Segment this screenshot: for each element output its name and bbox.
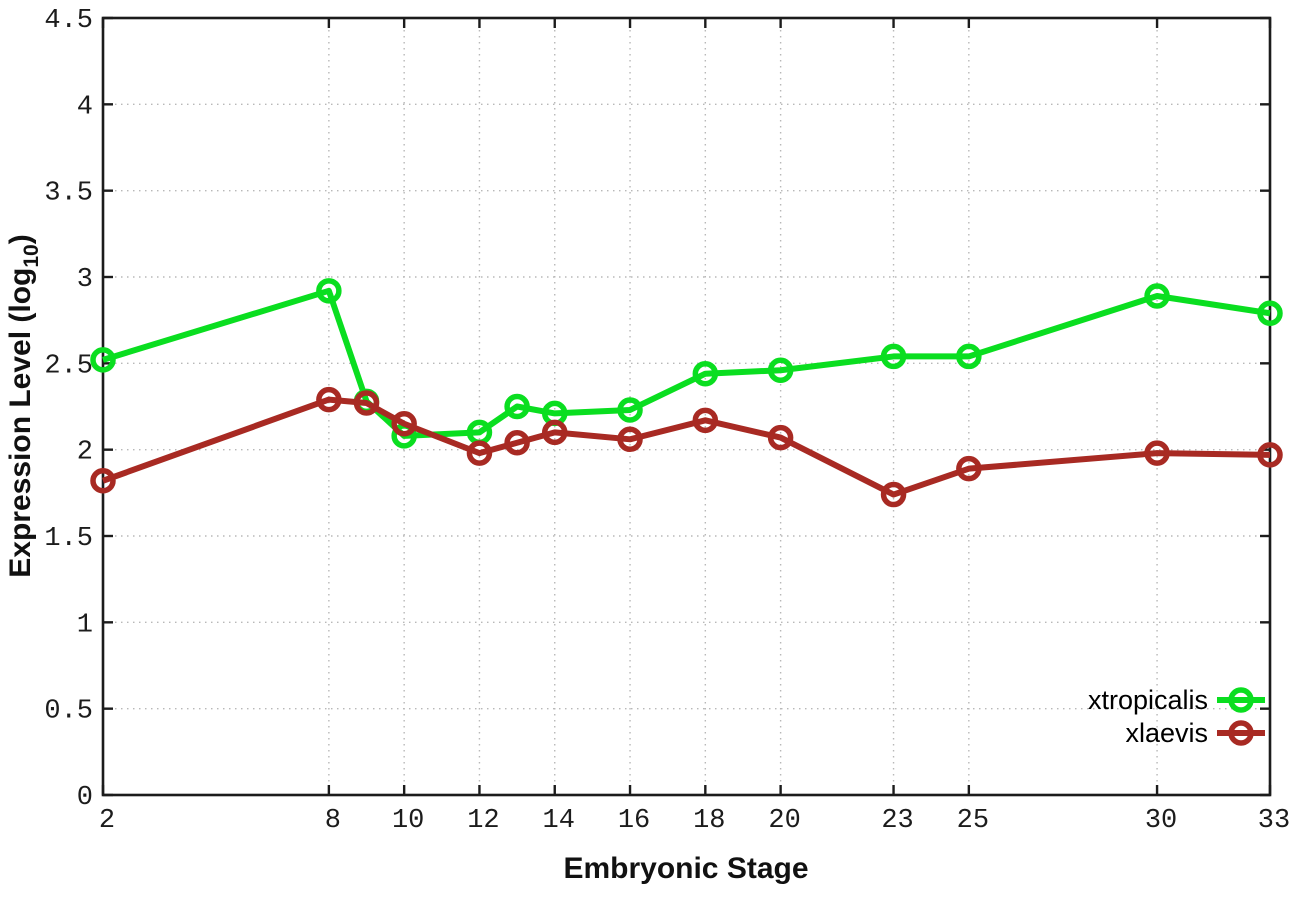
legend-sample-marker-xtropicalis <box>1228 687 1254 713</box>
data-point <box>617 397 643 423</box>
legend-entry-xtropicalis: xtropicalis <box>1088 685 1208 715</box>
y-tick-label: 2 <box>77 438 93 468</box>
data-point <box>880 481 907 508</box>
data-point <box>956 455 982 482</box>
data-point <box>353 390 380 416</box>
x-tick-label: 33 <box>1258 806 1290 836</box>
x-tick-label: 23 <box>881 806 913 836</box>
data-series <box>90 278 1283 508</box>
data-point <box>316 278 342 304</box>
data-point <box>541 419 568 446</box>
data-point <box>1257 300 1283 327</box>
plot-frame <box>101 16 1272 797</box>
data-point <box>1257 442 1283 468</box>
x-tick-label: 8 <box>325 806 341 836</box>
legend-marker-samples <box>1217 687 1265 746</box>
data-point <box>504 393 530 420</box>
y-axis-title: Expression Level (log10) <box>4 234 43 577</box>
data-point <box>1144 440 1170 466</box>
x-tick-label: 16 <box>618 806 650 836</box>
x-tick-label: 10 <box>392 806 424 836</box>
data-point <box>504 430 530 456</box>
legend-entry-xlaevis: xlaevis <box>1125 718 1208 748</box>
data-point <box>692 360 719 387</box>
x-tick-label: 30 <box>1145 806 1177 836</box>
plot-border <box>101 16 1272 797</box>
data-point <box>880 343 907 370</box>
y-tick-label: 4.5 <box>44 6 93 36</box>
data-point <box>1144 283 1170 309</box>
x-tick-label: 14 <box>543 806 575 836</box>
y-tick-label: 1.5 <box>44 524 93 554</box>
y-tick-label: 4 <box>77 92 93 122</box>
x-tick-label: 18 <box>693 806 725 836</box>
data-point <box>956 343 982 370</box>
x-axis-title: Embryonic Stage <box>563 852 808 885</box>
data-point <box>617 426 643 453</box>
data-point <box>692 407 719 434</box>
data-point <box>316 386 342 413</box>
data-point <box>767 424 794 451</box>
data-point <box>90 467 116 494</box>
x-tick-label: 2 <box>99 806 115 836</box>
y-tick-label: 1 <box>77 610 93 640</box>
series-line-xlaevis <box>101 396 1271 498</box>
y-tick-label: 0 <box>77 783 93 813</box>
axis-ticks <box>101 16 1272 797</box>
y-tick-label: 0.5 <box>44 697 93 727</box>
y-tick-label: 2.5 <box>44 351 93 381</box>
gridlines <box>103 18 1270 795</box>
x-tick-label: 25 <box>957 806 989 836</box>
y-tick-label: 3 <box>77 265 93 295</box>
data-point <box>466 440 493 466</box>
x-tick-label: 20 <box>768 806 800 836</box>
legend: xtropicalis xlaevis <box>1088 685 1208 748</box>
data-point <box>767 357 794 383</box>
x-tick-label: 12 <box>467 806 499 836</box>
data-point <box>391 411 417 437</box>
tick-labels: 2 8 10 12 14 16 18 20 23 25 30 33 0 0.5 1 1.5 2 2.5 3 3.5 4 4… <box>44 6 1290 836</box>
data-point <box>90 347 116 373</box>
y-tick-label: 3.5 <box>44 179 93 209</box>
legend-sample-marker-xlaevis <box>1228 720 1254 746</box>
series-xlaevis <box>90 386 1283 508</box>
